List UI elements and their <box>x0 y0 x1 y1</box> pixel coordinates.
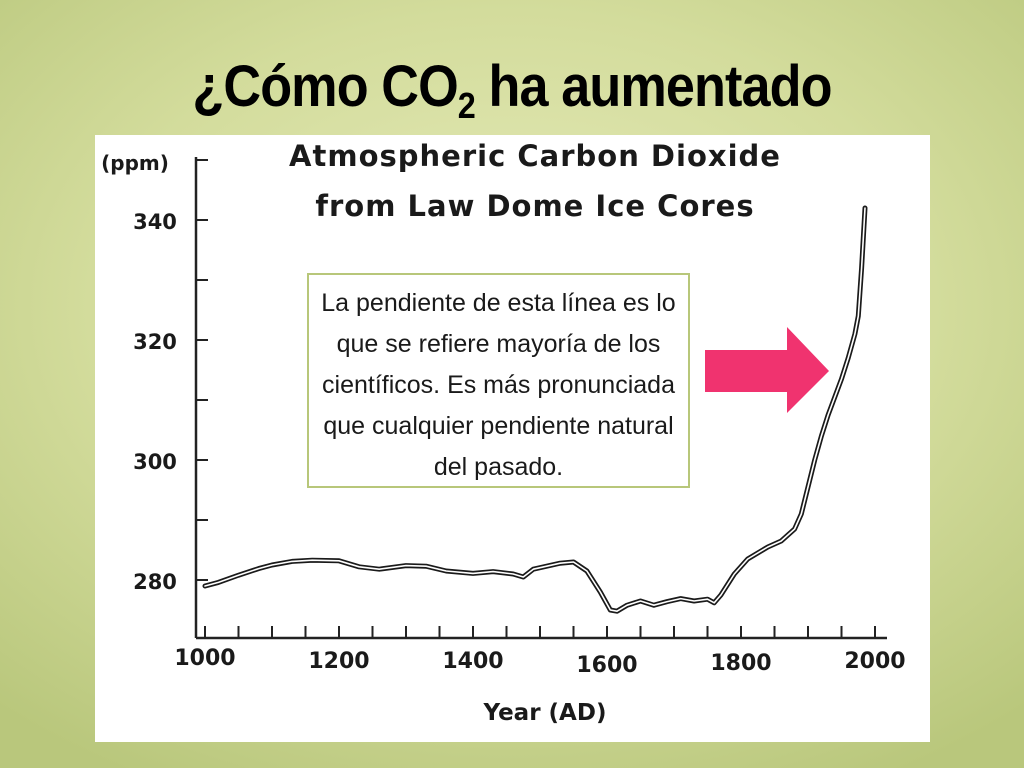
data-point <box>472 573 474 575</box>
data-point <box>801 513 803 515</box>
data-point <box>378 568 380 570</box>
data-point <box>854 333 856 335</box>
data-point <box>492 571 494 573</box>
data-point <box>858 315 860 317</box>
data-point <box>616 610 618 612</box>
x-tick-label: 1400 <box>442 649 503 674</box>
x-axis-title: Year (AD) <box>483 700 607 726</box>
data-point <box>667 601 669 603</box>
data-point <box>218 582 220 584</box>
chart-subtitle: from Law Dome Ice Cores <box>315 189 755 223</box>
data-point <box>425 565 427 567</box>
y-tick-label: 320 <box>133 330 177 354</box>
data-point <box>713 602 715 604</box>
ticks-layer <box>196 159 876 638</box>
data-point <box>546 565 548 567</box>
right-arrow-icon <box>705 327 829 413</box>
labels-layer: 280 300 320 340 1000 1200 1400 1600 1800 2000 (ppm… <box>101 151 906 726</box>
axes-layer <box>194 157 887 640</box>
co2-line-chart: 280 300 320 340 1000 1200 1400 1600 1800 2000 (ppm… <box>101 151 906 726</box>
data-point <box>653 604 655 606</box>
data-point <box>734 573 736 575</box>
data-point <box>841 378 843 380</box>
data-point <box>600 591 602 593</box>
data-point <box>794 528 796 530</box>
x-tick-label: 1800 <box>710 651 771 676</box>
data-point <box>358 566 360 568</box>
data-point <box>573 561 575 563</box>
x-tick-label: 1000 <box>174 646 235 671</box>
data-point <box>807 486 809 488</box>
data-point <box>626 604 628 606</box>
data-point <box>586 570 588 572</box>
data-point <box>291 561 293 563</box>
slide-title-suffix: ha aumentado <box>474 54 833 119</box>
slide-title-prefix: ¿Cómo CO <box>192 54 458 119</box>
annotation-box <box>307 273 690 488</box>
x-tick-label: 1200 <box>308 649 369 674</box>
data-point <box>834 396 836 398</box>
data-point <box>204 585 206 587</box>
data-point <box>512 573 514 575</box>
y-tick-label: 280 <box>133 570 177 594</box>
data-point <box>780 540 782 542</box>
y-axis-title: (ppm) <box>101 151 169 175</box>
data-point <box>258 568 260 570</box>
slide-title: ¿Cómo CO2 ha aumentado <box>51 52 973 124</box>
data-point <box>523 576 525 578</box>
series-layer <box>202 205 868 614</box>
data-point <box>747 558 749 560</box>
right-arrow-shape <box>705 327 829 413</box>
slide-title-subscript: 2 <box>457 85 476 126</box>
data-point <box>533 568 535 570</box>
data-point <box>559 562 561 564</box>
y-tick-label: 340 <box>133 210 177 234</box>
data-point <box>814 459 816 461</box>
x-tick-label: 1600 <box>576 653 637 678</box>
y-tick-label: 300 <box>133 450 177 474</box>
chart-title: Atmospheric Carbon Dioxide <box>289 139 781 173</box>
data-point <box>720 594 722 596</box>
annotation-text: La pendiente de esta línea es lo que se … <box>321 289 676 481</box>
data-point <box>338 560 340 562</box>
data-point <box>693 600 695 602</box>
data-point <box>238 574 240 576</box>
data-point <box>821 435 823 437</box>
data-point <box>767 546 769 548</box>
data-point <box>680 598 682 600</box>
data-point <box>861 267 863 269</box>
chart-panel: 280 300 320 340 1000 1200 1400 1600 1800 2000 (ppm… <box>95 135 930 742</box>
data-point <box>610 609 612 611</box>
data-point <box>405 565 407 567</box>
data-point <box>864 207 866 209</box>
data-point <box>847 357 849 359</box>
x-tick-label: 2000 <box>844 649 905 674</box>
series-line-inner <box>204 207 866 613</box>
data-point <box>271 564 273 566</box>
data-point <box>445 570 447 572</box>
data-point <box>707 598 709 600</box>
data-point <box>311 559 313 561</box>
data-point <box>640 600 642 602</box>
